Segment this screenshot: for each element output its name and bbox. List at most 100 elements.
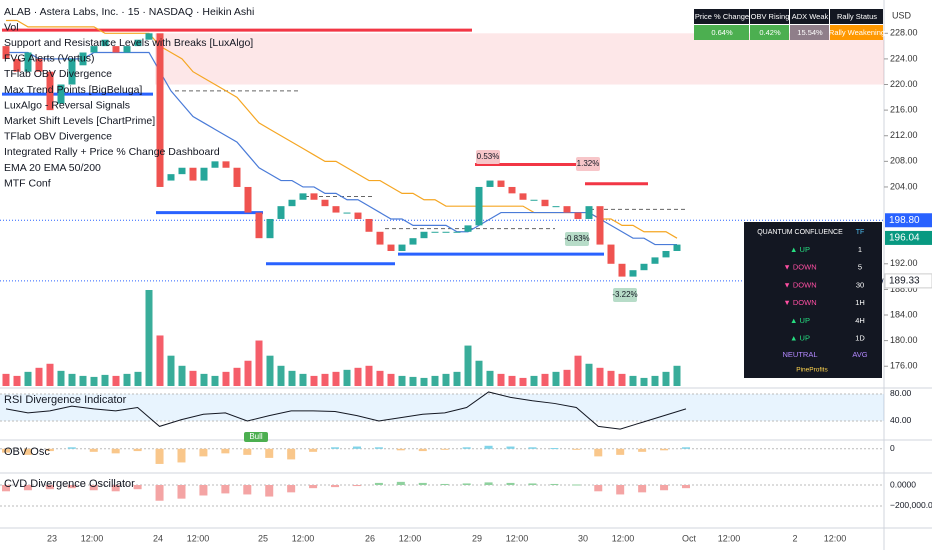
legend-line: TFlab OBV Divergence [4, 131, 112, 143]
osc-bar [396, 481, 405, 486]
dash-cell: 0.64% [711, 28, 733, 37]
dash-cell: 15.54% [797, 28, 823, 37]
price-tick-label: 176.00 [890, 361, 918, 371]
confluence-footer: PineProfits [796, 367, 828, 374]
osc-bar [594, 485, 603, 492]
candle-body [398, 244, 406, 251]
price-tick-label: 220.00 [890, 79, 918, 89]
volume-bar [299, 373, 307, 386]
volume-bar [178, 365, 186, 386]
time-label: 12:00 [399, 533, 422, 543]
price-label-bg [885, 230, 932, 245]
osc-bar [45, 485, 54, 490]
osc-tick-label: 40.00 [890, 415, 912, 425]
legend-line: Vol [4, 21, 19, 33]
osc-bar [177, 485, 186, 499]
osc-bar [594, 448, 603, 457]
dash-cell: Rally Weakening [829, 28, 885, 37]
rsi-line [5, 391, 687, 430]
candle-body [596, 206, 604, 245]
price-tick-label: 208.00 [890, 156, 918, 166]
candle-body [673, 244, 681, 251]
candle-body [255, 212, 263, 239]
candle-body [299, 193, 307, 200]
dash-header: Price % Change [695, 12, 749, 21]
volume-bar [310, 375, 318, 386]
legend-line: TFlab OBV Divergence [4, 68, 112, 80]
osc-bar [221, 448, 230, 454]
candle-body [112, 46, 120, 53]
legend-line: ALAB · Astera Labs, Inc. · 15 · NASDAQ ·… [4, 6, 254, 18]
osc-bar [462, 483, 471, 486]
osc-bar [309, 448, 318, 452]
osc-bar [67, 447, 76, 449]
osc-bar [331, 447, 340, 449]
candle-body [145, 33, 153, 40]
price-tick-label: 212.00 [890, 130, 918, 140]
legend-line: Support and Resistance Levels with Break… [4, 37, 253, 49]
candle-body [486, 180, 494, 187]
volume-bar [442, 373, 450, 386]
dash-cell-bg [830, 25, 883, 40]
confluence-tf-value: 1 [858, 245, 862, 254]
candle-body [508, 186, 516, 194]
candle-body [497, 180, 505, 187]
osc-bar [89, 485, 98, 491]
rsi-signal: Bull [249, 432, 263, 441]
osc-bar [506, 446, 515, 449]
price-label-bg [885, 213, 932, 228]
osc-bar [550, 483, 559, 486]
volume-bar [2, 373, 10, 386]
volume-bar [530, 375, 538, 386]
volume-bar [387, 373, 395, 386]
osc-bar [155, 448, 164, 464]
osc-bar [199, 485, 208, 496]
price-tick-label: 188.00 [890, 284, 918, 294]
candle-body [552, 206, 560, 208]
dash-cell-bg [790, 25, 829, 40]
confluence-signal: ▲ UP [790, 316, 810, 325]
osc-bar [550, 448, 559, 450]
time-label: 29 [472, 533, 482, 543]
pane-title: RSI Divergence Indicator [4, 394, 127, 406]
dash-header: Rally Status [837, 12, 877, 21]
volume-bar [233, 367, 241, 386]
volume-bar [156, 335, 164, 386]
price-label: 189.33 [889, 276, 920, 287]
candle-body [57, 84, 65, 104]
volume-bar [618, 373, 626, 386]
osc-bar [243, 448, 252, 455]
volume-bar [420, 377, 428, 386]
confluence-signal: ▼ DOWN [783, 280, 816, 289]
volume-bar [508, 375, 516, 386]
volume-bar [552, 371, 560, 386]
osc-bar [660, 485, 669, 491]
time-label: 24 [153, 533, 163, 543]
candle-body [420, 231, 428, 239]
osc-bar [374, 447, 383, 449]
confluence-tf: TF [856, 229, 865, 236]
osc-bar [111, 448, 120, 454]
candle-body [464, 225, 472, 232]
candle-body [475, 186, 483, 226]
volume-bar [101, 374, 109, 386]
volume-bar [673, 365, 681, 386]
osc-bar [67, 485, 76, 489]
volume-bar [189, 370, 197, 386]
candle-body [288, 199, 296, 207]
volume-bar [57, 370, 65, 386]
volume-bar [266, 355, 274, 386]
osc-bar [265, 485, 274, 497]
candle-body [277, 206, 285, 219]
candle-body [607, 244, 615, 264]
osc-bar [133, 448, 142, 452]
candle-body [123, 46, 131, 53]
dash-header-bg [694, 9, 749, 24]
candle-body [244, 186, 252, 213]
osc-bar [462, 447, 471, 449]
price-label: 198.80 [889, 215, 920, 226]
candle-body [530, 199, 538, 201]
osc-bar [287, 448, 296, 460]
osc-bar [528, 447, 537, 449]
